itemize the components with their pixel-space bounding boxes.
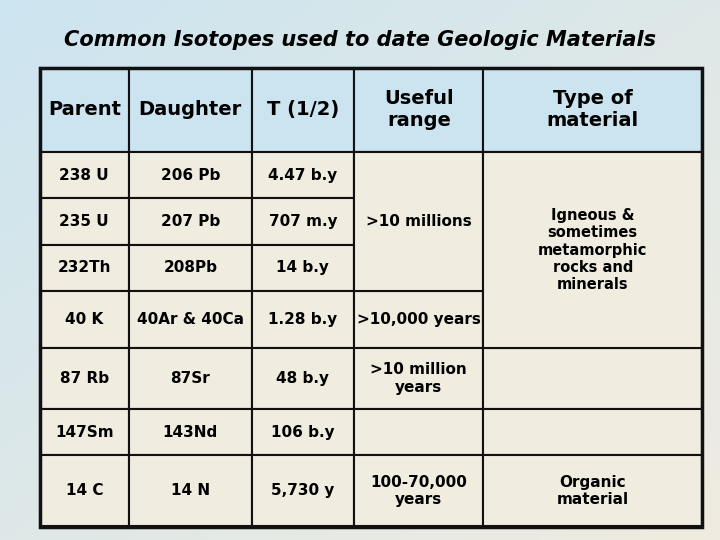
Bar xyxy=(354,409,483,455)
Text: 48 b.y: 48 b.y xyxy=(276,371,330,386)
Bar xyxy=(483,152,702,348)
Text: 100-70,000
years: 100-70,000 years xyxy=(370,475,467,507)
Bar xyxy=(251,198,354,245)
Text: >10,000 years: >10,000 years xyxy=(357,312,481,327)
Bar xyxy=(483,348,702,409)
Bar xyxy=(354,152,483,198)
Text: 206 Pb: 206 Pb xyxy=(161,167,220,183)
Text: Type of
material: Type of material xyxy=(546,89,639,130)
Text: 5,730 y: 5,730 y xyxy=(271,483,335,498)
Bar xyxy=(40,152,129,198)
Bar xyxy=(129,68,251,152)
Bar xyxy=(354,68,483,152)
Bar xyxy=(40,245,129,291)
Text: 14 N: 14 N xyxy=(171,483,210,498)
Bar xyxy=(40,68,702,526)
Bar xyxy=(354,198,483,245)
Text: Daughter: Daughter xyxy=(139,100,242,119)
Bar xyxy=(483,198,702,245)
Text: 87 Rb: 87 Rb xyxy=(60,371,109,386)
Text: 1.28 b.y: 1.28 b.y xyxy=(269,312,338,327)
Bar xyxy=(483,245,702,291)
Text: T (1/2): T (1/2) xyxy=(267,100,339,119)
Bar xyxy=(354,245,483,291)
Text: 40 K: 40 K xyxy=(66,312,104,327)
Bar xyxy=(251,152,354,198)
Bar xyxy=(251,455,354,526)
Bar xyxy=(483,409,702,455)
Bar xyxy=(251,291,354,348)
Text: 707 m.y: 707 m.y xyxy=(269,214,337,229)
Bar xyxy=(354,152,483,291)
Text: Igneous &
sometimes
metamorphic
rocks and
minerals: Igneous & sometimes metamorphic rocks an… xyxy=(538,208,647,292)
Bar xyxy=(251,409,354,455)
Text: 106 b.y: 106 b.y xyxy=(271,424,335,440)
Bar xyxy=(40,68,129,152)
Text: 14 b.y: 14 b.y xyxy=(276,260,329,275)
Bar xyxy=(129,152,251,198)
Text: 235 U: 235 U xyxy=(60,214,109,229)
Bar xyxy=(40,198,129,245)
Bar xyxy=(251,245,354,291)
Bar xyxy=(483,291,702,348)
Text: 143Nd: 143Nd xyxy=(163,424,218,440)
Bar xyxy=(354,291,483,348)
Bar xyxy=(129,198,251,245)
Text: Parent: Parent xyxy=(48,100,121,119)
Text: 147Sm: 147Sm xyxy=(55,424,114,440)
Text: 238 U: 238 U xyxy=(60,167,109,183)
Text: >10 millions: >10 millions xyxy=(366,214,472,229)
Text: >10 million
years: >10 million years xyxy=(371,362,467,395)
Bar xyxy=(483,152,702,198)
Bar xyxy=(129,291,251,348)
Text: 208Pb: 208Pb xyxy=(163,260,217,275)
Bar xyxy=(129,455,251,526)
Bar xyxy=(40,455,129,526)
Bar xyxy=(354,348,483,409)
Bar xyxy=(354,455,483,526)
Text: 14 C: 14 C xyxy=(66,483,103,498)
Bar xyxy=(129,245,251,291)
Text: 232Th: 232Th xyxy=(58,260,111,275)
Bar xyxy=(40,348,129,409)
Bar xyxy=(483,455,702,526)
Bar xyxy=(251,68,354,152)
Text: 4.47 b.y: 4.47 b.y xyxy=(269,167,338,183)
Bar xyxy=(483,68,702,152)
Text: 40Ar & 40Ca: 40Ar & 40Ca xyxy=(137,312,244,327)
Text: Useful
range: Useful range xyxy=(384,89,454,130)
Text: 87Sr: 87Sr xyxy=(171,371,210,386)
Bar xyxy=(40,409,129,455)
Bar xyxy=(129,409,251,455)
Text: 207 Pb: 207 Pb xyxy=(161,214,220,229)
Bar xyxy=(251,348,354,409)
Text: Organic
material: Organic material xyxy=(557,475,629,507)
Text: Common Isotopes used to date Geologic Materials: Common Isotopes used to date Geologic Ma… xyxy=(64,30,656,50)
Bar xyxy=(129,348,251,409)
Bar xyxy=(40,291,129,348)
